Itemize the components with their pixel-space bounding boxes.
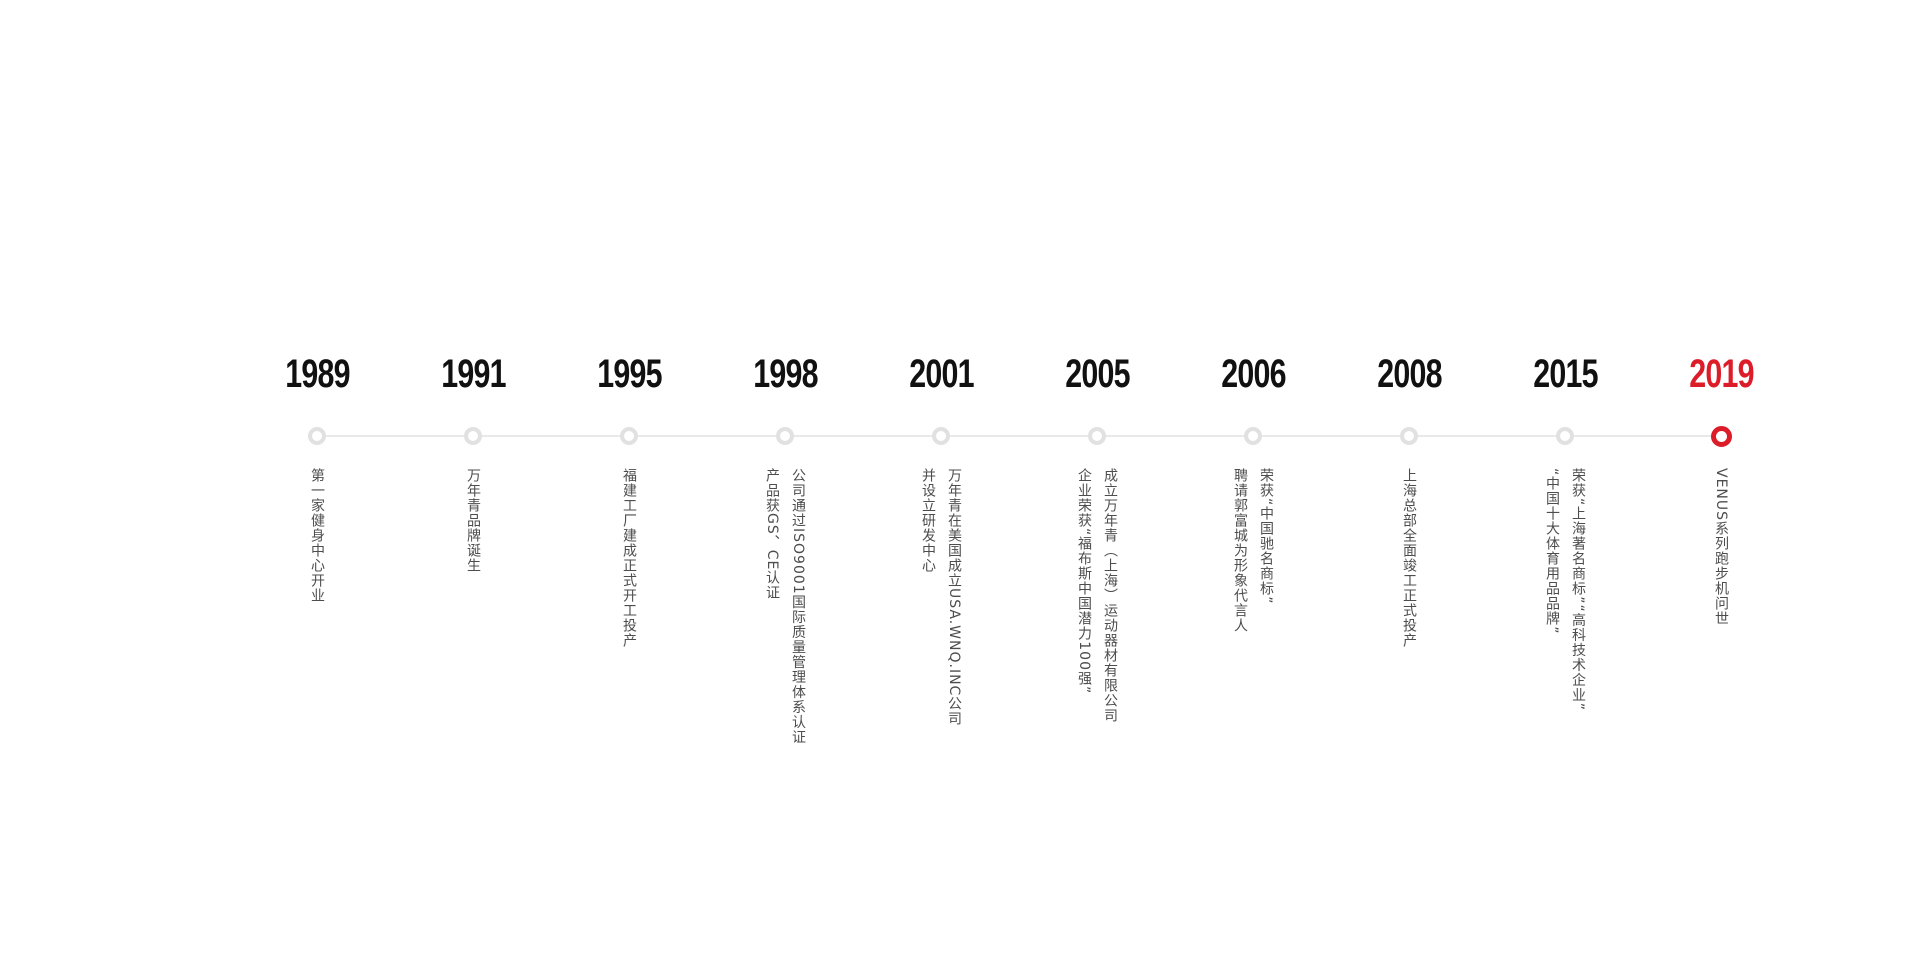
timeline-dot[interactable] [464,427,482,445]
timeline-item: 1995 福建工厂建成正式开工投产 [551,352,707,898]
timeline-item: 2001 万年青在美国成立USA.WNQ.INC公司 并设立研发中心 [863,352,1019,898]
timeline-item: 2008 上海总部全面竣工正式投产 [1331,352,1487,898]
timeline-dot[interactable] [1556,427,1574,445]
milestone-text: 上海总部全面竣工正式投产 [1396,468,1422,898]
timeline-dot[interactable] [1710,425,1732,447]
milestone-text: VENUS系列跑步机问世 [1708,468,1734,898]
year-label[interactable]: 2019 [1679,352,1764,396]
timeline-axis-line [317,435,1721,437]
milestone-text-line: 产品获GS、CE认证 [764,468,780,601]
timeline-dot-wrap [620,425,638,447]
milestone-text-line: 聘请郭富城为形象代言人 [1232,468,1248,633]
milestone-text-line: 荣获“中国驰名商标” [1258,468,1274,605]
milestone-text: 万年青在美国成立USA.WNQ.INC公司 并设立研发中心 [915,468,967,898]
milestone-text: 第一家健身中心开业 [304,468,330,898]
timeline-item: 1991 万年青品牌诞生 [395,352,551,898]
milestone-text-line: VENUS系列跑步机问世 [1713,468,1729,627]
year-text: 2001 [908,352,974,396]
timeline-dot[interactable] [1400,427,1418,445]
timeline-dot-wrap [932,425,950,447]
milestone-text-line: 万年青品牌诞生 [465,468,481,573]
year-text: 1995 [596,352,662,396]
year-label[interactable]: 2001 [899,352,984,396]
timeline-item: 2006 荣获“中国驰名商标” 聘请郭富城为形象代言人 [1175,352,1331,898]
year-text: 1989 [284,352,350,396]
timeline-dot[interactable] [308,427,326,445]
timeline-dot-wrap [1556,425,1574,447]
timeline-item: 1989 第一家健身中心开业 [239,352,395,898]
milestone-text-line: 企业荣获“福布斯中国潜力100强” [1076,468,1092,695]
milestone-text-line: 万年青在美国成立USA.WNQ.INC公司 [946,468,962,727]
year-text: 1991 [440,352,506,396]
year-text: 2015 [1532,352,1598,396]
year-text: 2006 [1220,352,1286,396]
year-label[interactable]: 2006 [1211,352,1296,396]
milestone-text-line: 上海总部全面竣工正式投产 [1401,468,1417,648]
year-text: 2008 [1376,352,1442,396]
year-text: 2005 [1064,352,1130,396]
timeline-dot[interactable] [620,427,638,445]
timeline-item: 2015 荣获“上海著名商标”“高科技术企业” “中国十大体育用品品牌” [1487,352,1643,898]
milestone-text: 荣获“上海著名商标”“高科技术企业” “中国十大体育用品品牌” [1539,468,1591,898]
year-label[interactable]: 1991 [431,352,516,396]
timeline-item: 2019 VENUS系列跑步机问世 [1643,352,1799,898]
timeline-dot[interactable] [1244,427,1262,445]
milestone-text-line: 并设立研发中心 [920,468,936,573]
milestone-text-line: 荣获“上海著名商标”“高科技术企业” [1570,468,1586,712]
year-text: 1998 [752,352,818,396]
year-text: 2019 [1688,352,1754,396]
milestone-text: 万年青品牌诞生 [460,468,486,898]
timeline-track: 1989 第一家健身中心开业 1991 万年青品牌诞生 1995 福建工厂建成正… [239,352,1799,898]
timeline-items: 1989 第一家健身中心开业 1991 万年青品牌诞生 1995 福建工厂建成正… [239,352,1799,898]
timeline-dot-wrap [1088,425,1106,447]
timeline-dot-wrap [776,425,794,447]
milestone-text: 福建工厂建成正式开工投产 [616,468,642,898]
milestone-text-line: 第一家健身中心开业 [309,468,325,603]
milestone-text: 公司通过ISO9001国际质量管理体系认证 产品获GS、CE认证 [759,468,811,898]
timeline-dot-wrap [308,425,326,447]
year-label[interactable]: 1989 [275,352,360,396]
timeline-dot-wrap [464,425,482,447]
timeline-item: 1998 公司通过ISO9001国际质量管理体系认证 产品获GS、CE认证 [707,352,863,898]
milestone-text-line: 福建工厂建成正式开工投产 [621,468,637,648]
milestone-text-line: 成立万年青（上海）运动器材有限公司 [1102,468,1118,723]
year-label[interactable]: 2015 [1523,352,1608,396]
timeline-item: 2005 成立万年青（上海）运动器材有限公司 企业荣获“福布斯中国潜力100强” [1019,352,1175,898]
timeline-dot[interactable] [932,427,950,445]
timeline-dot-wrap [1710,425,1732,447]
milestone-text: 成立万年青（上海）运动器材有限公司 企业荣获“福布斯中国潜力100强” [1071,468,1123,898]
timeline-dot-wrap [1400,425,1418,447]
timeline-dot[interactable] [776,427,794,445]
year-label[interactable]: 2005 [1055,352,1140,396]
milestone-text-line: 公司通过ISO9001国际质量管理体系认证 [790,468,806,745]
year-label[interactable]: 1998 [743,352,828,396]
year-label[interactable]: 2008 [1367,352,1452,396]
year-label[interactable]: 1995 [587,352,672,396]
timeline-dot[interactable] [1088,427,1106,445]
milestone-text-line: “中国十大体育用品品牌” [1544,468,1560,635]
timeline-dot-wrap [1244,425,1262,447]
milestone-text: 荣获“中国驰名商标” 聘请郭富城为形象代言人 [1227,468,1279,898]
